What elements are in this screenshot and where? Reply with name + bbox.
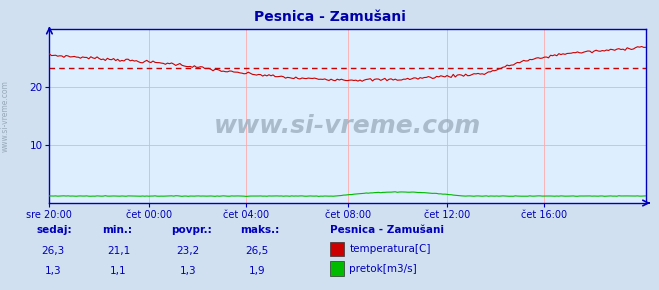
Text: Pesnica - Zamušani: Pesnica - Zamušani xyxy=(330,225,444,235)
Text: sedaj:: sedaj: xyxy=(36,225,72,235)
Text: 1,3: 1,3 xyxy=(44,266,61,276)
Text: www.si-vreme.com: www.si-vreme.com xyxy=(214,115,481,138)
Text: Pesnica - Zamušani: Pesnica - Zamušani xyxy=(254,10,405,24)
Text: 21,1: 21,1 xyxy=(107,246,130,256)
Text: 1,3: 1,3 xyxy=(179,266,196,276)
Text: 23,2: 23,2 xyxy=(176,246,200,256)
Text: 26,5: 26,5 xyxy=(245,246,269,256)
Text: pretok[m3/s]: pretok[m3/s] xyxy=(349,264,417,273)
Text: povpr.:: povpr.: xyxy=(171,225,212,235)
Text: temperatura[C]: temperatura[C] xyxy=(349,244,431,254)
Text: 26,3: 26,3 xyxy=(41,246,65,256)
Text: 1,9: 1,9 xyxy=(248,266,266,276)
Text: maks.:: maks.: xyxy=(241,225,280,235)
Text: min.:: min.: xyxy=(102,225,132,235)
Text: 1,1: 1,1 xyxy=(110,266,127,276)
Text: www.si-vreme.com: www.si-vreme.com xyxy=(1,80,10,152)
